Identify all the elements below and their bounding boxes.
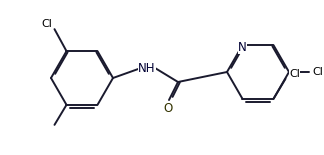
Text: O: O (163, 102, 173, 115)
Text: Cl: Cl (313, 67, 323, 77)
Text: Cl: Cl (289, 69, 300, 79)
Text: N: N (238, 41, 247, 54)
Text: NH: NH (138, 62, 156, 75)
Text: Cl: Cl (41, 19, 52, 29)
